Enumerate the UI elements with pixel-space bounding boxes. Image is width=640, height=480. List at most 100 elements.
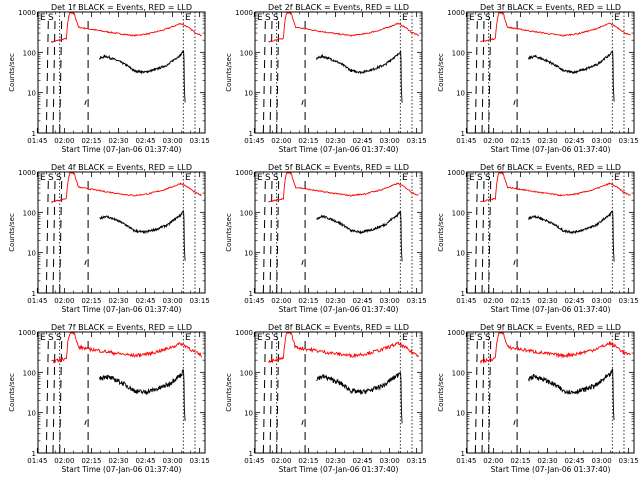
x-tick-label: 02:15 bbox=[298, 297, 318, 305]
x-tick-label: 03:15 bbox=[190, 137, 210, 145]
y-tick-label: 10 bbox=[456, 410, 465, 418]
events-series-fragment bbox=[513, 260, 516, 265]
x-tick-label: 03:00 bbox=[591, 457, 611, 465]
plot-frame bbox=[37, 171, 206, 294]
y-tick-label: 100 bbox=[240, 369, 253, 377]
x-tick-label: 01:45 bbox=[456, 137, 476, 145]
marker-letter: E bbox=[257, 333, 263, 343]
marker-letter: E bbox=[614, 173, 620, 183]
y-tick-label: 1 bbox=[249, 130, 253, 138]
chart-panel: Det 5f BLACK = Events, RED = LLD 1 10 100 10… bbox=[225, 163, 427, 314]
y-tick-label: 10 bbox=[27, 90, 36, 98]
x-tick-label: 03:00 bbox=[162, 297, 182, 305]
x-tick-label: 03:15 bbox=[190, 457, 210, 465]
y-axis-label: Counts/sec bbox=[8, 53, 16, 92]
marker-letter: E bbox=[469, 333, 475, 343]
y-tick-label: 100 bbox=[452, 369, 465, 377]
event-marker-dashed bbox=[474, 178, 478, 294]
chart-panel: Det 9f BLACK = Events, RED = LLD 1 10 100 10… bbox=[437, 323, 639, 474]
y-tick-label: 1 bbox=[249, 290, 253, 298]
x-tick-label: 01:45 bbox=[27, 137, 47, 145]
plot-frame bbox=[254, 171, 423, 294]
event-marker-dashed bbox=[262, 18, 266, 134]
marker-letter: S bbox=[265, 173, 271, 183]
y-axis-label: Counts/sec bbox=[437, 213, 445, 252]
y-axis-label: Counts/sec bbox=[225, 53, 233, 92]
y-tick-label: 100 bbox=[240, 209, 253, 217]
x-tick-label: 03:00 bbox=[162, 137, 182, 145]
x-axis-label: Start Time (07-Jan-06 01:37:40) bbox=[62, 145, 182, 154]
marker-letter: E bbox=[257, 13, 263, 23]
x-tick-label: 01:45 bbox=[244, 297, 264, 305]
x-tick-label: 02:30 bbox=[108, 457, 128, 465]
marker-letter: S bbox=[485, 333, 491, 343]
x-tick-label: 03:15 bbox=[407, 137, 427, 145]
x-tick-label: 03:15 bbox=[407, 457, 427, 465]
y-tick-label: 1 bbox=[249, 450, 253, 458]
x-tick-label: 02:00 bbox=[483, 137, 503, 145]
plot-frame bbox=[466, 331, 635, 454]
y-axis-label: Counts/sec bbox=[225, 213, 233, 252]
marker-letter: S bbox=[265, 333, 271, 343]
event-marker-dashed bbox=[45, 338, 49, 454]
x-axis-label: Start Time (07-Jan-06 01:37:40) bbox=[491, 145, 611, 154]
event-marker-dashed bbox=[45, 178, 49, 294]
x-tick-label: 01:45 bbox=[456, 457, 476, 465]
y-tick-label: 100 bbox=[452, 49, 465, 57]
y-tick-label: 1000 bbox=[447, 9, 465, 17]
event-marker-dashed bbox=[262, 338, 266, 454]
lld-series-line bbox=[479, 332, 631, 365]
marker-letter: S bbox=[477, 173, 483, 183]
y-tick-label: 10 bbox=[27, 410, 36, 418]
lld-series-line bbox=[268, 172, 419, 203]
x-tick-label: 02:45 bbox=[352, 457, 372, 465]
marker-letter: S bbox=[485, 13, 491, 23]
x-tick-label: 02:15 bbox=[81, 137, 101, 145]
marker-letter: E bbox=[185, 173, 191, 183]
plot-frame bbox=[466, 171, 635, 294]
events-series-line bbox=[99, 50, 186, 103]
x-tick-label: 02:00 bbox=[271, 137, 291, 145]
events-series-fragment bbox=[84, 260, 87, 265]
x-tick-label: 03:15 bbox=[407, 297, 427, 305]
lld-series-line bbox=[268, 332, 420, 364]
plot-frame bbox=[254, 11, 423, 134]
events-series-line bbox=[99, 369, 186, 421]
marker-letter: S bbox=[48, 173, 54, 183]
events-series-line bbox=[528, 50, 615, 102]
x-tick-label: 03:00 bbox=[591, 137, 611, 145]
y-axis-label: Counts/sec bbox=[8, 373, 16, 412]
panel-title: Det 3f BLACK = Events, RED = LLD bbox=[480, 3, 621, 12]
y-tick-label: 1000 bbox=[18, 9, 36, 17]
x-tick-label: 03:00 bbox=[591, 297, 611, 305]
events-series-fragment bbox=[84, 100, 87, 105]
marker-letter: S bbox=[56, 173, 62, 183]
x-tick-label: 02:00 bbox=[271, 297, 291, 305]
lld-series-line bbox=[480, 12, 631, 43]
event-marker-dashed bbox=[45, 18, 49, 134]
y-tick-label: 1 bbox=[32, 130, 36, 138]
event-marker-dashed bbox=[474, 18, 478, 134]
x-tick-label: 02:15 bbox=[81, 297, 101, 305]
plot-frame bbox=[466, 11, 635, 134]
events-series-line bbox=[528, 368, 615, 421]
y-axis-label: Counts/sec bbox=[437, 373, 445, 412]
x-tick-label: 02:00 bbox=[483, 297, 503, 305]
y-tick-label: 1000 bbox=[235, 9, 253, 17]
x-tick-label: 03:00 bbox=[379, 457, 399, 465]
event-marker-dashed bbox=[481, 338, 485, 454]
x-tick-label: 02:45 bbox=[564, 137, 584, 145]
y-axis-label: Counts/sec bbox=[8, 213, 16, 252]
event-marker-dashed bbox=[269, 18, 273, 134]
marker-letter: E bbox=[40, 173, 46, 183]
y-tick-label: 1 bbox=[32, 450, 36, 458]
chart-panel: Det 3f BLACK = Events, RED = LLD 1 10 100 10… bbox=[437, 3, 639, 154]
marker-letter: S bbox=[273, 173, 279, 183]
event-marker-dashed bbox=[481, 178, 485, 294]
marker-letter: E bbox=[614, 333, 620, 343]
x-tick-label: 02:45 bbox=[135, 137, 155, 145]
y-tick-label: 10 bbox=[244, 410, 253, 418]
x-tick-label: 02:00 bbox=[54, 457, 74, 465]
marker-letter: E bbox=[40, 13, 46, 23]
x-axis-label: Start Time (07-Jan-06 01:37:40) bbox=[279, 465, 399, 474]
